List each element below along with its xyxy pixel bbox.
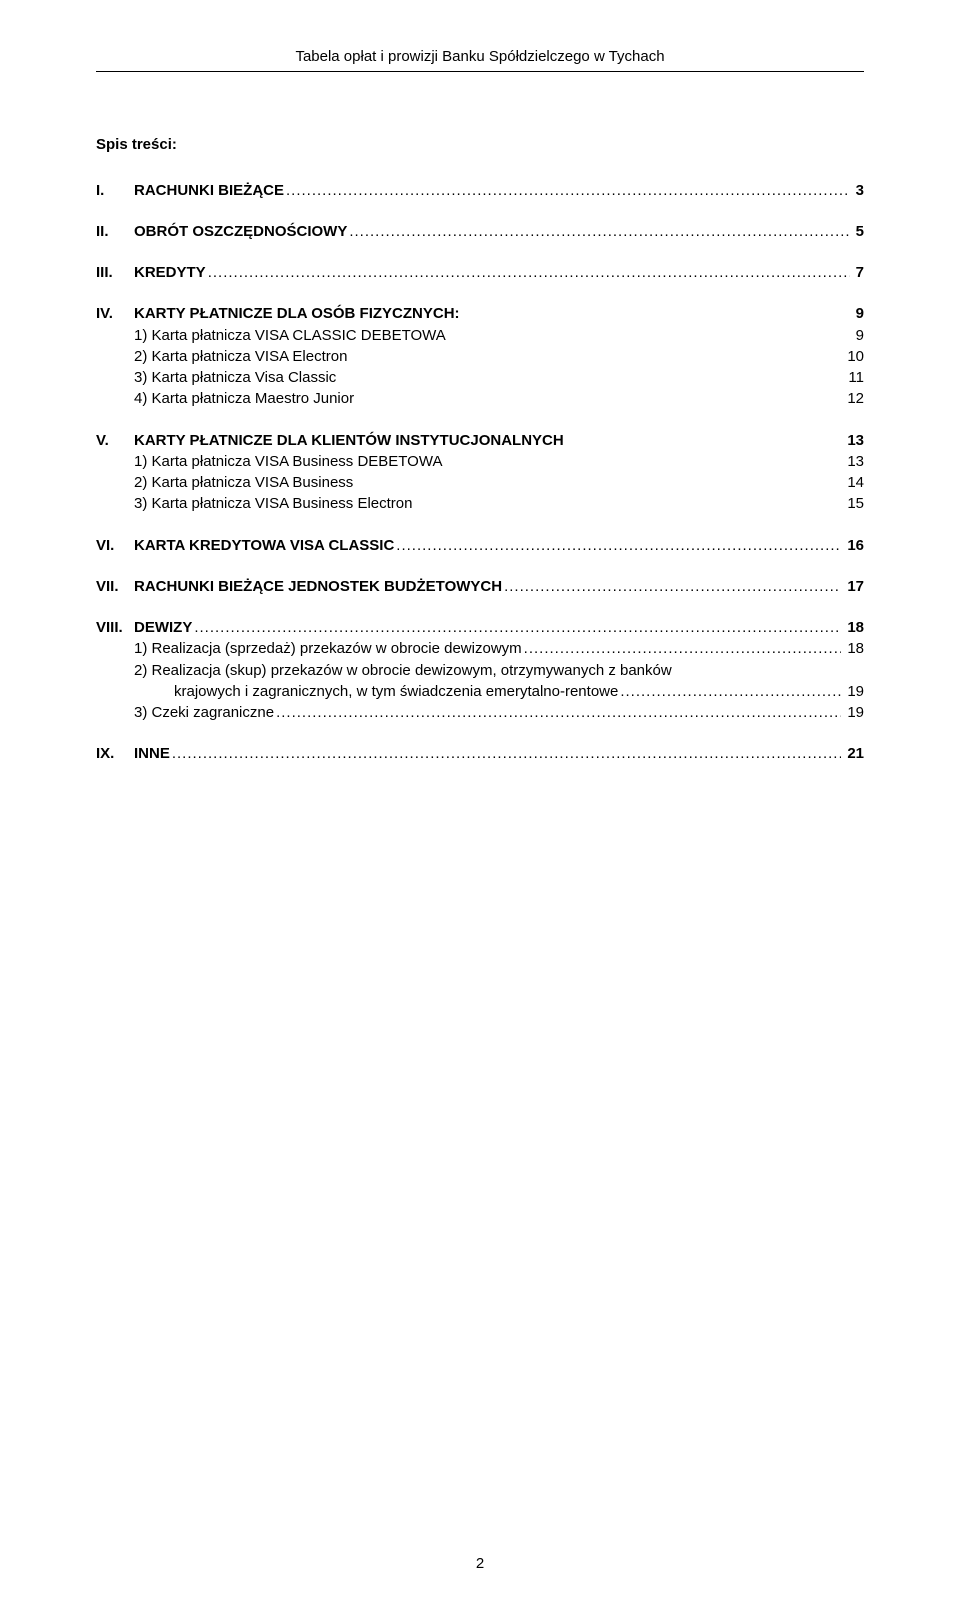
toc-section: IX.INNE 21 xyxy=(96,745,864,762)
toc-item-page: 13 xyxy=(843,453,864,470)
toc-subitem: 2) Realizacja (skup) przekazów w obrocie… xyxy=(96,662,864,679)
toc-item-label: RACHUNKI BIEŻĄCE xyxy=(134,182,284,199)
toc-section: VI.KARTA KREDYTOWA VISA CLASSIC 16 xyxy=(96,537,864,554)
toc-heading: Spis treści: xyxy=(96,136,864,153)
toc-item: VII.RACHUNKI BIEŻĄCE JEDNOSTEK BUDŻETOWY… xyxy=(96,578,864,595)
toc-subitem: 3) Karta płatnicza Visa Classic 11 xyxy=(96,369,864,386)
toc-item-label: OBRÓT OSZCZĘDNOŚCIOWY xyxy=(134,223,347,240)
toc-leader xyxy=(276,704,841,721)
toc-item-label: krajowych i zagranicznych, w tym świadcz… xyxy=(174,683,618,700)
toc-leader xyxy=(194,619,841,636)
toc-subitem: 2) Karta płatnicza VISA Business 14 xyxy=(96,474,864,491)
toc-section: VII.RACHUNKI BIEŻĄCE JEDNOSTEK BUDŻETOWY… xyxy=(96,578,864,595)
toc-item: III.KREDYTY 7 xyxy=(96,264,864,281)
toc-leader xyxy=(620,683,841,700)
toc-item-number: IV. xyxy=(96,305,134,322)
toc-item-label: 4) Karta płatnicza Maestro Junior xyxy=(134,390,354,407)
toc-item-label: 2) Karta płatnicza VISA Electron xyxy=(134,348,347,365)
header-rule xyxy=(96,71,864,72)
page-number-footer: 2 xyxy=(0,1555,960,1572)
toc-item-label: RACHUNKI BIEŻĄCE JEDNOSTEK BUDŻETOWYCH xyxy=(134,578,502,595)
toc-item-page: 7 xyxy=(852,264,864,281)
toc-section: VIII.DEWIZY 18 1) Realizacja (sprzedaż) pr… xyxy=(96,619,864,721)
toc-item-page: 3 xyxy=(852,182,864,199)
toc-item-label: 2) Realizacja (skup) przekazów w obrocie… xyxy=(134,662,672,679)
toc-item: II.OBRÓT OSZCZĘDNOŚCIOWY 5 xyxy=(96,223,864,240)
toc-item-number: VI. xyxy=(96,537,134,554)
toc-subitem: 1) Karta płatnicza VISA CLASSIC DEBETOWA… xyxy=(96,327,864,344)
toc-item: V.KARTY PŁATNICZE DLA KLIENTÓW INSTYTUCJ… xyxy=(96,432,864,449)
toc-item-number: VII. xyxy=(96,578,134,595)
toc-subitem: krajowych i zagranicznych, w tym świadcz… xyxy=(96,683,864,700)
toc-item-label: INNE xyxy=(134,745,170,762)
toc-item-label: 2) Karta płatnicza VISA Business xyxy=(134,474,353,491)
toc-item-label: 3) Karta płatnicza VISA Business Electro… xyxy=(134,495,412,512)
toc-item: VI.KARTA KREDYTOWA VISA CLASSIC 16 xyxy=(96,537,864,554)
toc-subitem: 2) Karta płatnicza VISA Electron 10 xyxy=(96,348,864,365)
toc-item-page: 17 xyxy=(843,578,864,595)
toc-item-page: 5 xyxy=(852,223,864,240)
toc-item-label: KARTA KREDYTOWA VISA CLASSIC xyxy=(134,537,394,554)
toc-item-page: 19 xyxy=(843,683,864,700)
toc-item-page: 12 xyxy=(843,390,864,407)
toc-item-number: V. xyxy=(96,432,134,449)
toc-subitem: 3) Czeki zagraniczne 19 xyxy=(96,704,864,721)
toc-section: I.RACHUNKI BIEŻĄCE 3 xyxy=(96,182,864,199)
toc-leader xyxy=(208,264,850,281)
toc-item-page: 15 xyxy=(843,495,864,512)
toc-item-number: VIII. xyxy=(96,619,134,636)
toc-subitem: 3) Karta płatnicza VISA Business Electro… xyxy=(96,495,864,512)
toc-item: IX.INNE 21 xyxy=(96,745,864,762)
toc-item-page: 16 xyxy=(843,537,864,554)
toc-section: V.KARTY PŁATNICZE DLA KLIENTÓW INSTYTUCJ… xyxy=(96,432,864,513)
toc-item-page: 11 xyxy=(844,369,864,386)
toc-leader xyxy=(396,537,841,554)
toc-subitem: 1) Realizacja (sprzedaż) przekazów w obr… xyxy=(96,640,864,657)
toc-item: VIII.DEWIZY 18 xyxy=(96,619,864,636)
toc-item-page: 18 xyxy=(843,640,864,657)
toc-item-page: 21 xyxy=(843,745,864,762)
toc-item-label: 1) Realizacja (sprzedaż) przekazów w obr… xyxy=(134,640,522,657)
toc-item-label: 1) Karta płatnicza VISA CLASSIC DEBETOWA xyxy=(134,327,446,344)
toc-item-page: 9 xyxy=(852,327,864,344)
toc-item-page: 18 xyxy=(843,619,864,636)
toc-leader xyxy=(286,182,850,199)
toc-item-page: 19 xyxy=(843,704,864,721)
document-header: Tabela opłat i prowizji Banku Spółdzielc… xyxy=(96,48,864,65)
toc-item-number: I. xyxy=(96,182,134,199)
toc-item-page: 13 xyxy=(843,432,864,449)
toc-item-label: DEWIZY xyxy=(134,619,192,636)
toc-item: IV.KARTY PŁATNICZE DLA OSÓB FIZYCZNYCH: 9 xyxy=(96,305,864,322)
toc-item-label: 1) Karta płatnicza VISA Business DEBETOW… xyxy=(134,453,442,470)
toc-section: II.OBRÓT OSZCZĘDNOŚCIOWY 5 xyxy=(96,223,864,240)
toc-item-page: 14 xyxy=(843,474,864,491)
toc-item-label: KARTY PŁATNICZE DLA KLIENTÓW INSTYTUCJON… xyxy=(134,432,564,449)
toc-section: IV.KARTY PŁATNICZE DLA OSÓB FIZYCZNYCH: 9… xyxy=(96,305,864,407)
table-of-contents: I.RACHUNKI BIEŻĄCE 3 II.OBRÓT OSZCZĘDNOŚCI… xyxy=(96,182,864,763)
toc-item-label: KARTY PŁATNICZE DLA OSÓB FIZYCZNYCH: xyxy=(134,305,460,322)
toc-section: III.KREDYTY 7 xyxy=(96,264,864,281)
toc-item-label: 3) Karta płatnicza Visa Classic xyxy=(134,369,336,386)
toc-item-page: 10 xyxy=(843,348,864,365)
toc-item-label: KREDYTY xyxy=(134,264,206,281)
toc-subitem: 1) Karta płatnicza VISA Business DEBETOW… xyxy=(96,453,864,470)
toc-leader xyxy=(524,640,842,657)
toc-leader xyxy=(349,223,849,240)
toc-subitem: 4) Karta płatnicza Maestro Junior 12 xyxy=(96,390,864,407)
toc-item-page: 9 xyxy=(852,305,864,322)
toc-leader xyxy=(504,578,841,595)
toc-item-label: 3) Czeki zagraniczne xyxy=(134,704,274,721)
toc-item-number: II. xyxy=(96,223,134,240)
toc-item: I.RACHUNKI BIEŻĄCE 3 xyxy=(96,182,864,199)
toc-item-number: IX. xyxy=(96,745,134,762)
toc-item-number: III. xyxy=(96,264,134,281)
toc-leader xyxy=(172,745,841,762)
